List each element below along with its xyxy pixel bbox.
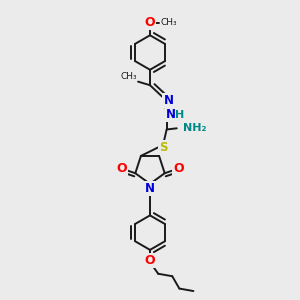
Text: H: H <box>175 110 184 120</box>
Text: S: S <box>159 141 167 154</box>
Text: NH₂: NH₂ <box>183 123 206 133</box>
Text: N: N <box>145 182 155 195</box>
Text: O: O <box>173 162 184 175</box>
Text: O: O <box>145 254 155 267</box>
Text: O: O <box>116 162 127 175</box>
Text: CH₃: CH₃ <box>160 18 177 27</box>
Text: O: O <box>145 16 155 29</box>
Text: CH₃: CH₃ <box>120 72 137 81</box>
Text: N: N <box>164 94 173 106</box>
Text: N: N <box>166 108 176 121</box>
